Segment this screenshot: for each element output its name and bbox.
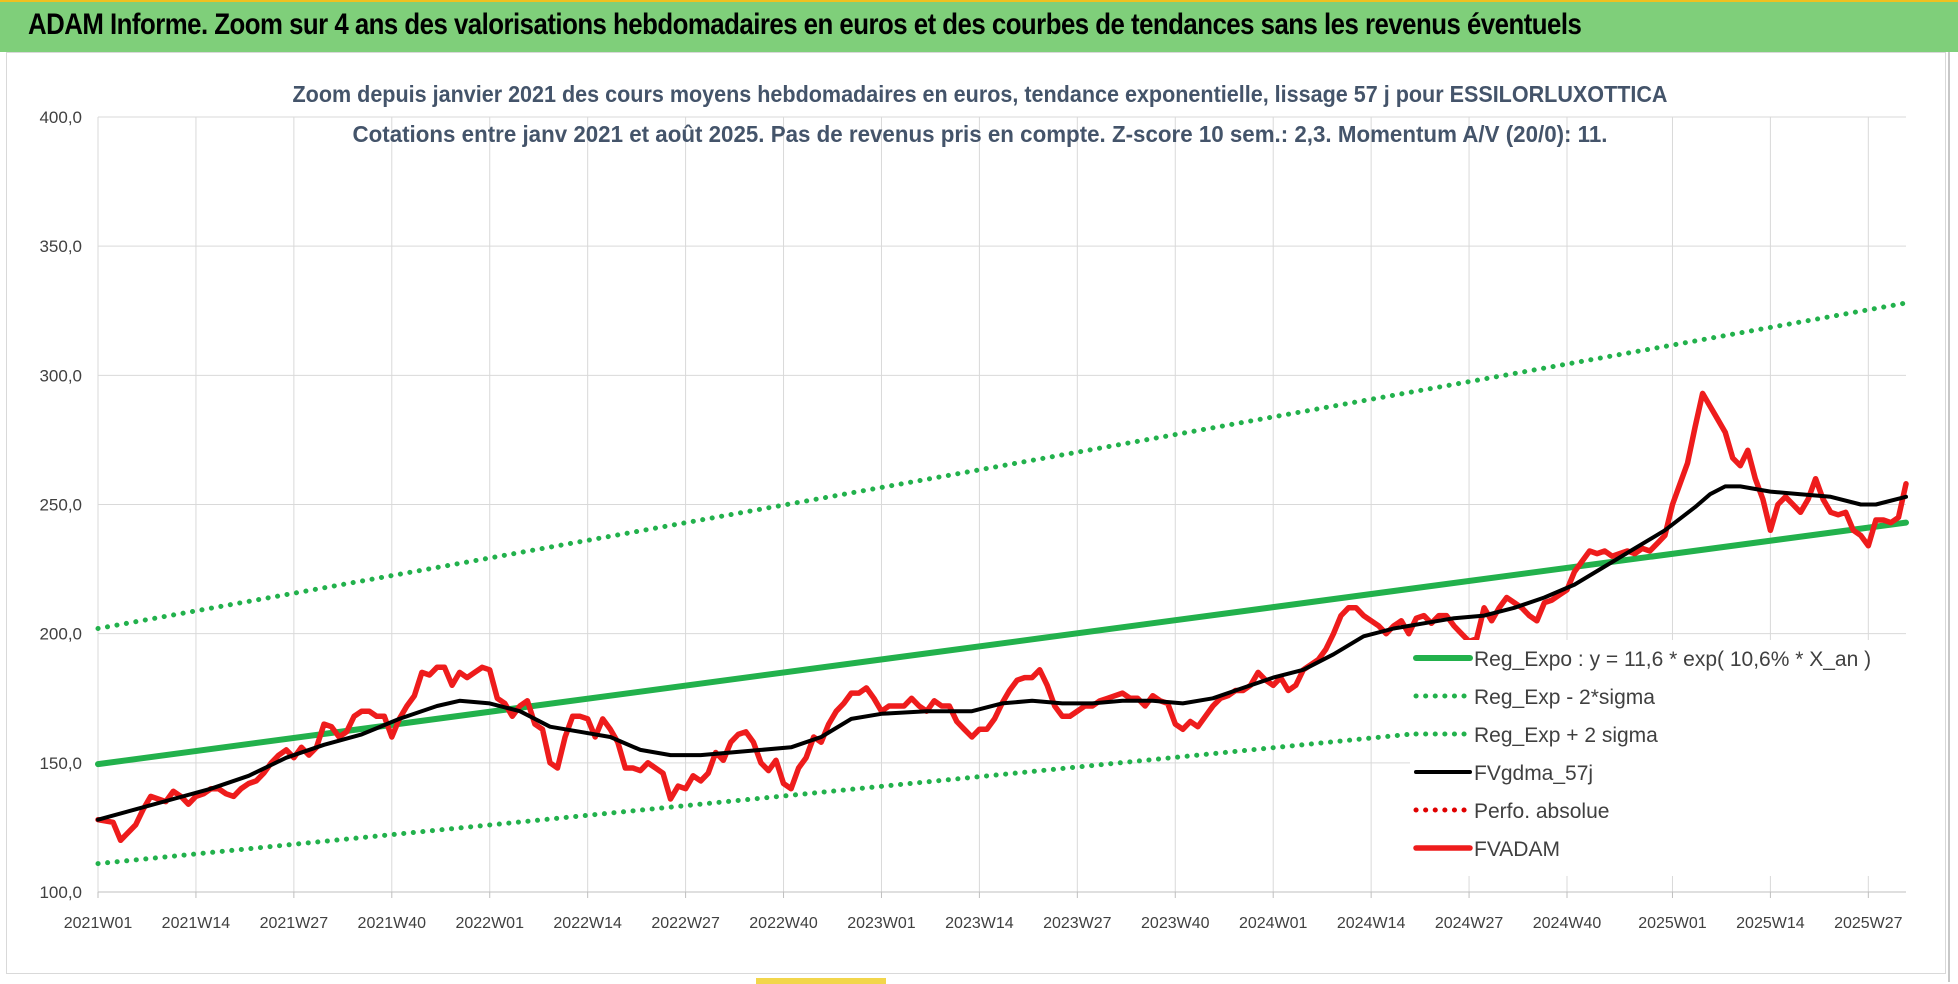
x-tick-label: 2021W14 bbox=[162, 915, 231, 932]
legend-label: Perfo. absolue bbox=[1474, 800, 1609, 823]
x-tick-label: 2024W14 bbox=[1337, 915, 1406, 932]
y-tick-label: 300,0 bbox=[39, 366, 82, 385]
chart-subtitle: Cotations entre janv 2021 et août 2025. … bbox=[353, 121, 1608, 147]
series-line-3 bbox=[96, 484, 1908, 822]
series-line-2 bbox=[95, 300, 1909, 631]
y-tick-label: 400,0 bbox=[39, 108, 82, 127]
x-tick-label: 2022W14 bbox=[553, 915, 622, 932]
x-tick-label: 2024W01 bbox=[1239, 915, 1308, 932]
window-edge bbox=[1948, 52, 1950, 982]
chart-title: Zoom depuis janvier 2021 des cours moyen… bbox=[293, 81, 1668, 107]
chart-frame bbox=[6, 52, 1946, 974]
x-tick-label: 2024W40 bbox=[1533, 915, 1602, 932]
y-tick-label: 200,0 bbox=[39, 625, 82, 644]
legend-label: Reg_Exp - 2*sigma bbox=[1474, 686, 1655, 709]
x-tick-label: 2022W40 bbox=[749, 915, 818, 932]
y-tick-label: 150,0 bbox=[39, 754, 82, 773]
x-tick-label: 2022W27 bbox=[651, 915, 720, 932]
report-banner: ADAM Informe. Zoom sur 4 ans des valoris… bbox=[0, 0, 1958, 52]
x-tick-label: 2023W01 bbox=[847, 915, 916, 932]
x-tick-label: 2025W27 bbox=[1834, 915, 1903, 932]
y-tick-label: 250,0 bbox=[39, 496, 82, 515]
x-tick-label: 2022W01 bbox=[455, 915, 524, 932]
y-axis: 100,0 150,0 200,0 250,0 300,0 350,0 400,0 bbox=[39, 108, 82, 902]
sheet-tab-marker bbox=[756, 978, 886, 984]
series-layer bbox=[95, 300, 1909, 867]
x-tick-label: 2021W01 bbox=[64, 915, 133, 932]
x-tick-label: 2023W14 bbox=[945, 915, 1014, 932]
x-tick-label: 2023W27 bbox=[1043, 915, 1112, 932]
y-tick-label: 100,0 bbox=[39, 883, 82, 902]
legend-label: FVgdma_57j bbox=[1474, 762, 1593, 785]
legend-label: FVADAM bbox=[1474, 838, 1560, 861]
chart-legend: Reg_Expo : y = 11,6 * exp( 10,6% * X_an … bbox=[1410, 640, 1910, 876]
series-line-5 bbox=[95, 390, 1909, 844]
x-tick-label: 2021W40 bbox=[358, 915, 427, 932]
x-tick-label: 2025W01 bbox=[1638, 915, 1707, 932]
y-tick-label: 350,0 bbox=[39, 237, 82, 256]
x-axis: 2021W01 2021W14 2021W27 2021W40 2022W01 2022W… bbox=[64, 891, 1906, 932]
legend-background bbox=[1410, 640, 1910, 876]
x-tick-label: 2024W27 bbox=[1435, 915, 1504, 932]
legend-label: Reg_Expo : y = 11,6 * exp( 10,6% * X_an … bbox=[1474, 648, 1871, 671]
x-tick-label: 2021W27 bbox=[260, 915, 329, 932]
report-title: ADAM Informe. Zoom sur 4 ans des valoris… bbox=[28, 8, 1582, 41]
x-tick-label: 2025W14 bbox=[1736, 915, 1805, 932]
legend-label: Reg_Exp + 2 sigma bbox=[1474, 724, 1658, 747]
x-tick-label: 2023W40 bbox=[1141, 915, 1210, 932]
